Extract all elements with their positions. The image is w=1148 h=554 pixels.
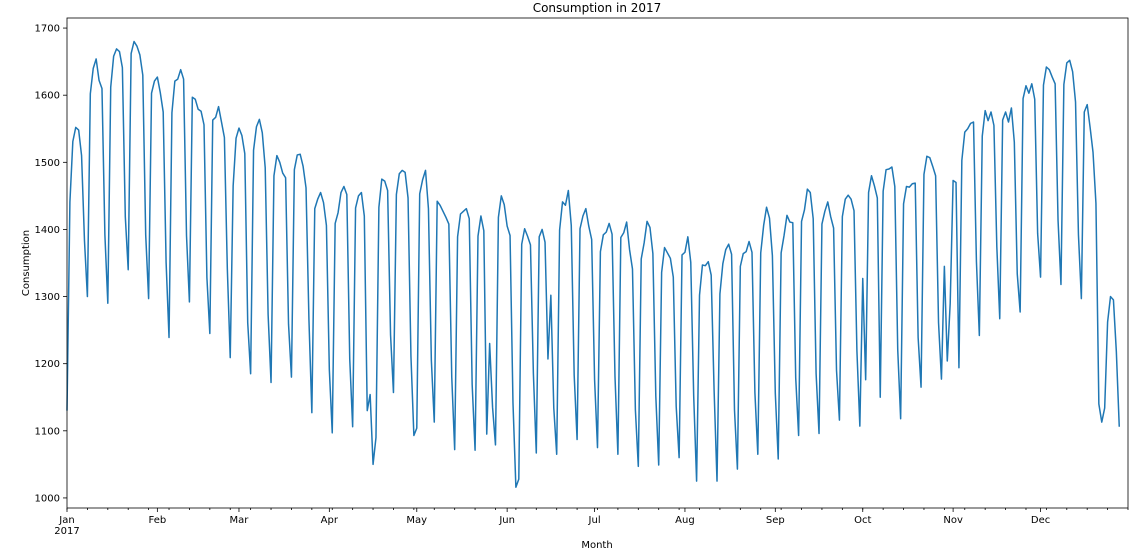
chart-title: Consumption in 2017 [533, 1, 662, 15]
y-tick-label: 1400 [35, 225, 60, 236]
consumption-series-line [66, 40, 1121, 488]
y-axis-label: Consumption [21, 230, 32, 296]
y-axis: 1000 1100 1200 1300 1400 1500 1600 1700 [35, 24, 67, 504]
x-tick-label: Aug [675, 515, 695, 526]
y-tick-label: 1700 [35, 24, 60, 35]
y-tick-label: 1600 [35, 91, 60, 102]
y-tick-label: 1100 [35, 426, 60, 437]
y-tick-label: 1200 [35, 359, 60, 370]
x-tick-label: Nov [943, 515, 963, 526]
x-tick-label: Apr [321, 515, 339, 526]
x-tick-label: Jan [58, 515, 74, 526]
x-axis-label: Month [581, 540, 612, 551]
x-tick-label: Oct [854, 515, 871, 526]
x-tick-label: Feb [149, 515, 167, 526]
x-tick-label: Sep [766, 515, 785, 526]
y-tick-label: 1500 [35, 158, 60, 169]
x-tick-year-label: 2017 [54, 526, 79, 537]
x-tick-label: May [406, 515, 427, 526]
plot-area [66, 17, 1129, 509]
x-tick-label: Mar [230, 515, 250, 526]
x-tick-label: Dec [1031, 515, 1050, 526]
y-tick-label: 1000 [35, 493, 60, 504]
x-tick-label: Jul [588, 515, 601, 526]
x-tick-label: Jun [498, 515, 515, 526]
y-tick-label: 1300 [35, 292, 60, 303]
